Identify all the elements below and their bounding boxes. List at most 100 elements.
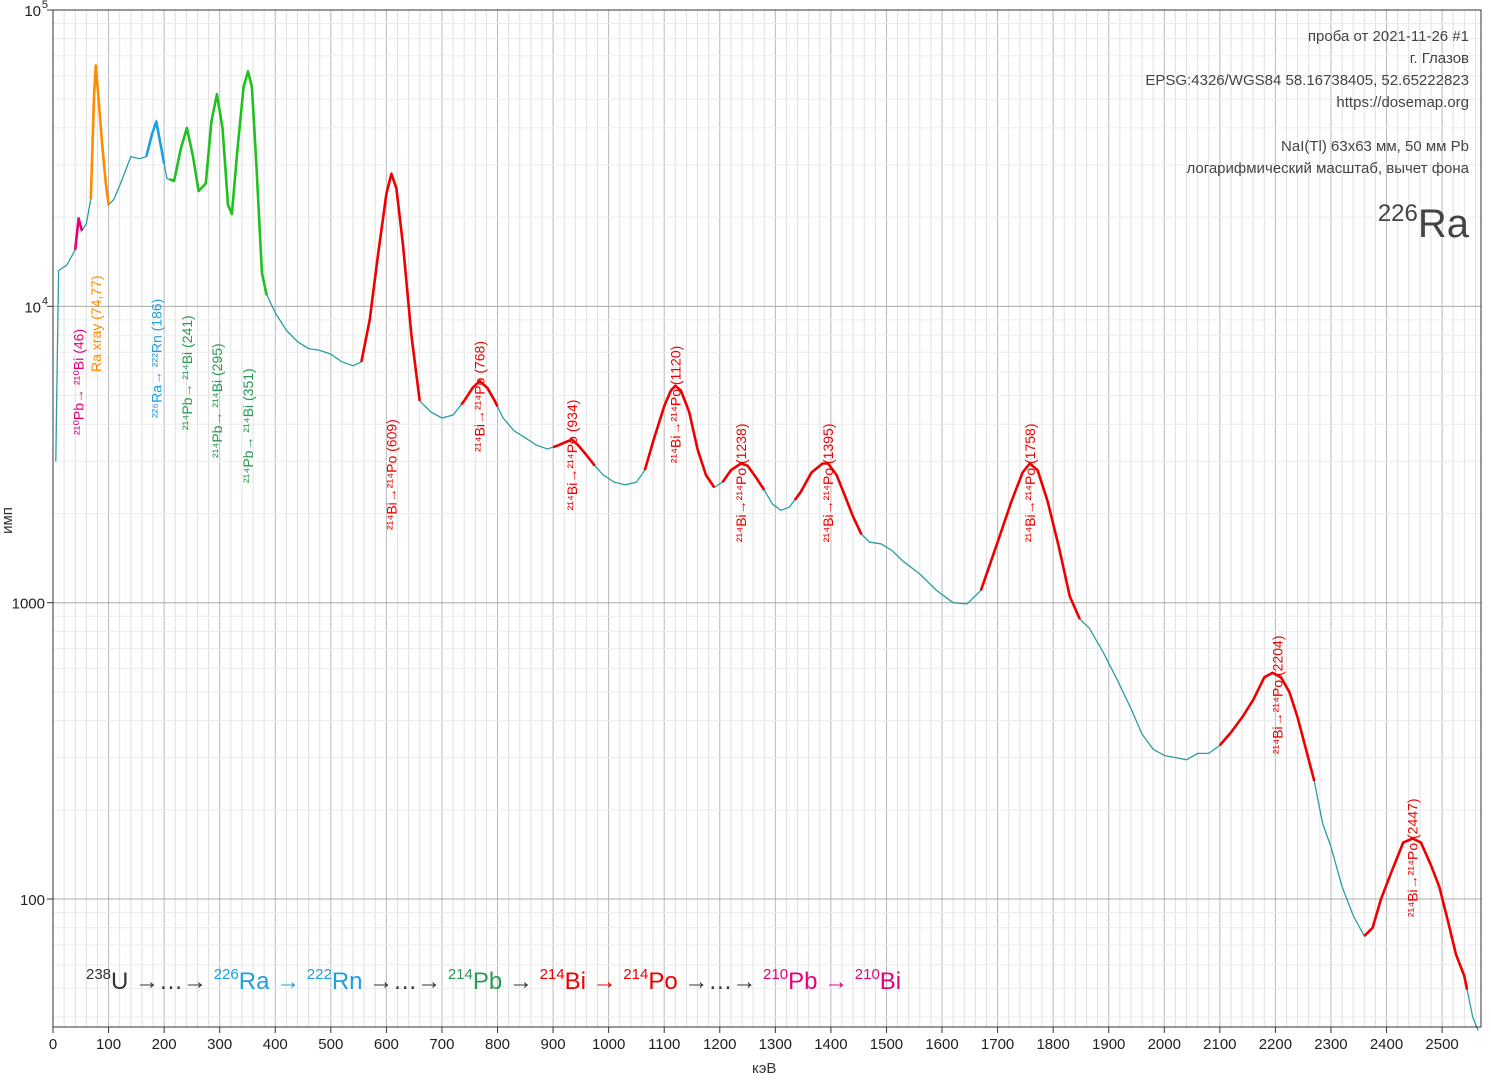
- x-tick-label: 2500: [1425, 1036, 1458, 1053]
- peak-label: Ra xray (74,77): [88, 276, 104, 372]
- mass-number: 238: [86, 966, 112, 983]
- y-tick-exponent: 4: [42, 295, 48, 307]
- x-tick-label: 2000: [1148, 1036, 1181, 1053]
- sample-info: проба от 2021-11-26 #1 г. Глазов EPSG:43…: [1145, 26, 1469, 180]
- info-line: г. Глазов: [1409, 50, 1469, 67]
- spectrum-line: [55, 65, 1479, 1031]
- element-symbol: Pb: [472, 968, 503, 995]
- x-tick-label: 1300: [759, 1036, 792, 1053]
- y-tick-label: 1000: [12, 596, 45, 613]
- element-symbol: →: [817, 968, 855, 995]
- peak-highlight: [73, 217, 84, 251]
- x-tick-label: 400: [263, 1036, 288, 1053]
- element-symbol: Pb: [788, 968, 818, 995]
- decay-chain-item: 226Ra: [213, 966, 270, 995]
- peak-highlight: [145, 120, 166, 164]
- peak-label: ²¹⁴Bi→²¹⁴Po (2447): [1405, 799, 1421, 918]
- peak-label: ²¹⁴Bi→²¹⁴Po (934): [564, 400, 580, 511]
- peak-label: ²¹⁴Bi→²¹⁴Po (1395): [820, 424, 836, 543]
- peak-highlight: [979, 462, 1081, 620]
- spectrum-series: [55, 64, 1479, 1031]
- x-tick-label: 1800: [1036, 1036, 1069, 1053]
- mass-number: 222: [306, 966, 332, 983]
- isotope-mass: 226: [1377, 200, 1418, 227]
- peak-label: ²¹⁴Bi→²¹⁴Po (1758): [1022, 424, 1038, 543]
- mass-number: 226: [213, 966, 239, 983]
- peak-annotations: ²¹⁰Pb→ ²¹⁰Bi (46)Ra xray (74,77) ²²⁶Ra→ ²…: [71, 276, 1421, 918]
- y-axis-title: имп: [0, 507, 16, 534]
- x-tick-label: 2300: [1314, 1036, 1347, 1053]
- y-tick-label: 10: [24, 3, 41, 20]
- decay-chain-item: →: [817, 968, 854, 995]
- info-line: [1145, 114, 1469, 136]
- peak-label: ²¹⁴Bi→²¹⁴Po (1238): [733, 424, 749, 543]
- decay-chain-item: →: [502, 968, 539, 995]
- mass-number: 214: [539, 966, 565, 983]
- y-tick-label: 10: [24, 299, 41, 316]
- element-symbol: →: [585, 968, 624, 995]
- peak-label: ²¹⁰Pb→ ²¹⁰Bi (46): [71, 329, 87, 435]
- peak-highlight: [721, 462, 766, 491]
- decay-chain-item: 214Bi: [539, 966, 586, 995]
- y-tick-exponent: 5: [42, 0, 48, 11]
- decay-chain-item: 210Bi: [854, 966, 902, 995]
- x-tick-label: 2400: [1370, 1036, 1403, 1053]
- element-symbol: Po: [648, 968, 678, 995]
- decay-chain-item: 222Rn: [306, 966, 363, 995]
- element-symbol: Ra: [238, 968, 270, 995]
- decay-chain-item: 238U: [86, 966, 129, 995]
- mass-number: 210: [763, 966, 789, 983]
- x-tick-label: 1000: [592, 1036, 625, 1053]
- element-symbol: Bi: [564, 968, 586, 995]
- x-tick-label: 700: [429, 1036, 454, 1053]
- plot-frame: [52, 9, 1482, 1028]
- x-axis-title: кэВ: [752, 1060, 777, 1077]
- peak-highlight: [360, 172, 421, 401]
- element-symbol: →…→: [128, 968, 214, 995]
- element-symbol: →: [269, 968, 307, 995]
- peak-highlight: [169, 70, 269, 296]
- x-tick-label: 1500: [870, 1036, 903, 1053]
- peak-label: ²¹⁴Bi→²¹⁴Po (1120): [667, 346, 683, 464]
- element-symbol: Bi: [879, 968, 902, 995]
- mass-number: 210: [854, 966, 880, 983]
- info-line: логарифмический масштаб, вычет фона: [1186, 160, 1469, 177]
- element-symbol: →…→: [677, 968, 764, 995]
- decay-chain-item: →: [269, 968, 306, 995]
- peak-highlight: [793, 462, 863, 535]
- decay-chain-item: →: [586, 968, 623, 995]
- peak-label: ²¹⁴Pb→ ²¹⁴Bi (351): [240, 368, 256, 483]
- x-tick-label: 2200: [1259, 1036, 1292, 1053]
- peak-label: ²¹⁴Pb→ ²¹⁴Bi (241): [179, 315, 195, 430]
- peak-highlight: [1218, 671, 1316, 782]
- decay-chain: 238U →…→ 226Ra → 222Rn →…→ 214Pb → 214Bi…: [86, 966, 901, 996]
- peak-label: ²¹⁴Bi→²¹⁴Po (609): [383, 419, 399, 530]
- x-tick-label: 1700: [981, 1036, 1014, 1053]
- peak-highlight: [460, 379, 499, 408]
- info-line: EPSG:4326/WGS84 58.16738405, 52.65222823: [1145, 72, 1469, 89]
- mass-number: 214: [623, 966, 649, 983]
- x-tick-label: 900: [541, 1036, 566, 1053]
- element-symbol: U: [111, 968, 129, 995]
- info-line: проба от 2021-11-26 #1: [1307, 28, 1469, 45]
- x-tick-label: 1900: [1092, 1036, 1125, 1053]
- peak-label: ²¹⁴Bi→²¹⁴Po (2204): [1270, 636, 1286, 755]
- x-tick-label: 600: [374, 1036, 399, 1053]
- isotope-label: 226Ra: [1378, 200, 1469, 247]
- grid: [52, 9, 1481, 1027]
- info-line: NaI(Tl) 63x63 мм, 50 мм Pb: [1281, 138, 1469, 155]
- x-tick-label: 100: [96, 1036, 121, 1053]
- x-tick-label: 2100: [1203, 1036, 1236, 1053]
- peak-label: ²¹⁴Bi→²¹⁴Po (768): [472, 341, 488, 452]
- decay-chain-item: 214Po: [623, 966, 678, 995]
- x-tick-label: 0: [49, 1036, 57, 1053]
- decay-chain-item: →…→: [128, 968, 213, 995]
- x-tick-label: 1200: [703, 1036, 736, 1053]
- decay-chain-item: 210Pb: [763, 966, 818, 995]
- peak-highlight: [89, 64, 110, 206]
- decay-chain-item: →…→: [678, 968, 763, 995]
- peak-highlight: [643, 384, 716, 489]
- peak-label: ²²⁶Ra→ ²²²Rn (186): [148, 299, 164, 418]
- peak-highlight: [1363, 837, 1469, 990]
